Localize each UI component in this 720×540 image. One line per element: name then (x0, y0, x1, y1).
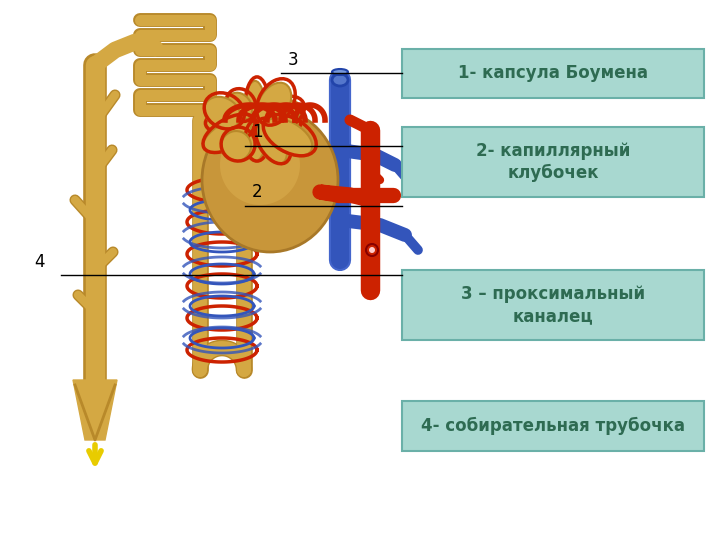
Ellipse shape (264, 118, 312, 156)
Ellipse shape (265, 100, 300, 129)
Ellipse shape (221, 131, 251, 161)
Ellipse shape (220, 125, 300, 205)
FancyBboxPatch shape (402, 127, 704, 197)
Text: 4- собирательная трубочка: 4- собирательная трубочка (421, 417, 685, 435)
Ellipse shape (366, 244, 378, 256)
Ellipse shape (266, 115, 297, 135)
FancyBboxPatch shape (402, 49, 704, 98)
Ellipse shape (369, 247, 375, 253)
Text: 1- капсула Боумена: 1- капсула Боумена (458, 64, 648, 83)
Text: 2: 2 (252, 184, 263, 201)
Ellipse shape (205, 115, 251, 135)
FancyBboxPatch shape (402, 270, 704, 340)
Text: 2- капиллярный
клубочек: 2- капиллярный клубочек (476, 142, 630, 182)
Ellipse shape (204, 97, 240, 129)
Ellipse shape (202, 108, 338, 252)
Ellipse shape (256, 83, 292, 125)
Ellipse shape (245, 81, 265, 135)
Text: 1: 1 (252, 123, 263, 141)
Text: 3 – проксимальный
каналец: 3 – проксимальный каналец (461, 285, 645, 325)
Ellipse shape (245, 123, 265, 161)
Polygon shape (73, 380, 117, 440)
Ellipse shape (332, 69, 348, 75)
Ellipse shape (332, 74, 348, 86)
Ellipse shape (226, 93, 252, 122)
FancyBboxPatch shape (402, 401, 704, 451)
Ellipse shape (203, 118, 251, 153)
Ellipse shape (256, 122, 287, 164)
Text: 4: 4 (35, 253, 45, 271)
Text: 3: 3 (288, 51, 299, 69)
Polygon shape (75, 385, 115, 440)
